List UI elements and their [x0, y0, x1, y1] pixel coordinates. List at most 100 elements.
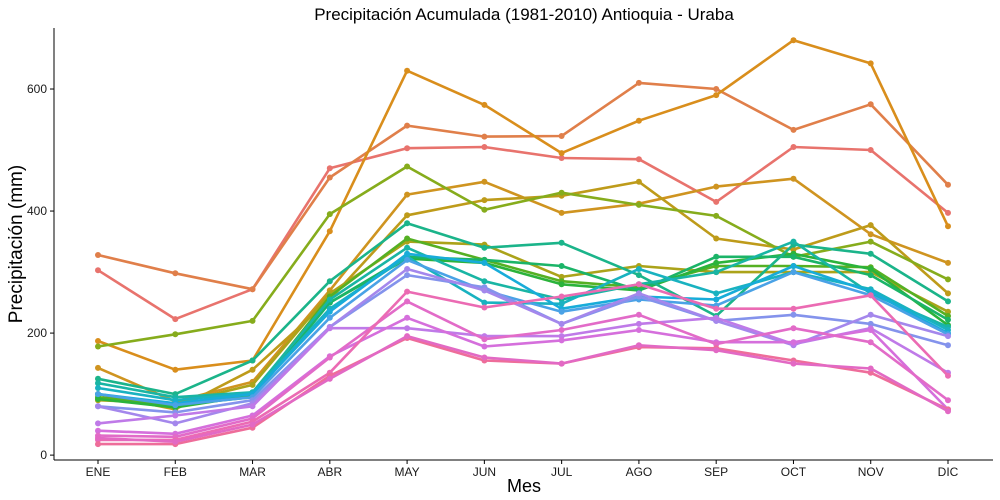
data-point: [558, 320, 565, 327]
y-tick-label: 400: [27, 204, 47, 218]
data-point: [95, 403, 101, 410]
series-group: [95, 37, 951, 448]
data-point: [867, 320, 874, 327]
series-line: [96, 252, 950, 405]
data-point: [404, 266, 411, 272]
data-point: [249, 317, 256, 324]
data-point: [172, 420, 179, 427]
x-tick-label: MAR: [239, 465, 266, 479]
data-point: [95, 441, 101, 448]
data-point: [635, 327, 642, 333]
data-point: [945, 342, 951, 349]
data-point: [790, 269, 797, 276]
data-point: [95, 338, 101, 344]
data-point: [404, 235, 411, 242]
series-20: [95, 298, 951, 440]
data-point: [635, 156, 642, 163]
data-point: [95, 375, 101, 382]
data-point: [172, 412, 179, 419]
data-point: [558, 360, 565, 367]
y-tick-label: 600: [27, 82, 47, 96]
data-point: [558, 308, 565, 315]
data-point: [172, 331, 179, 338]
data-point: [790, 263, 797, 269]
data-point: [558, 327, 565, 333]
data-point: [326, 354, 333, 361]
data-point: [867, 222, 874, 229]
data-point: [172, 438, 179, 445]
data-point: [558, 273, 565, 280]
data-point: [867, 101, 874, 108]
data-point: [790, 126, 797, 133]
x-tick-label: DIC: [938, 465, 959, 479]
series-line: [96, 282, 950, 442]
data-point: [404, 325, 411, 332]
data-point: [95, 396, 101, 402]
data-point: [945, 408, 951, 415]
data-point: [404, 244, 411, 251]
data-point: [558, 209, 565, 216]
data-point: [635, 178, 642, 185]
data-point: [867, 266, 874, 272]
data-point: [249, 421, 256, 428]
data-point: [95, 385, 101, 391]
data-point: [713, 269, 720, 276]
data-point: [558, 263, 565, 269]
x-axis: ENE FEB MAR ABR MAY JUN JUL AGO SEP OCT NOV DIC: [54, 459, 993, 479]
data-point: [404, 67, 411, 74]
x-axis-title: Mes: [507, 476, 541, 496]
data-point: [326, 308, 333, 315]
data-point: [95, 380, 101, 387]
data-point: [481, 133, 488, 140]
data-point: [790, 325, 797, 332]
data-point: [713, 347, 720, 354]
data-point: [326, 314, 333, 321]
data-point: [945, 276, 951, 283]
data-point: [713, 212, 720, 219]
data-point: [867, 292, 874, 299]
data-point: [945, 333, 951, 340]
data-point: [867, 250, 874, 257]
data-point: [558, 333, 565, 340]
data-point: [945, 290, 951, 297]
data-point: [558, 337, 565, 344]
data-point: [404, 256, 411, 263]
data-point: [945, 397, 951, 404]
series-11: [95, 220, 951, 398]
data-point: [558, 293, 565, 300]
y-axis-title: Precipitación (mm): [6, 165, 27, 323]
data-point: [713, 253, 720, 260]
data-point: [404, 145, 411, 152]
data-point: [404, 288, 411, 295]
series-2: [95, 79, 951, 293]
data-point: [95, 252, 101, 258]
x-tick-label: FEB: [164, 465, 187, 479]
data-point: [172, 366, 179, 373]
chart-title: Precipitación Acumulada (1981-2010) Anti…: [314, 5, 734, 24]
data-point: [945, 223, 951, 230]
data-point: [790, 238, 797, 245]
data-point: [249, 286, 256, 293]
data-point: [635, 311, 642, 318]
data-point: [558, 281, 565, 288]
data-point: [945, 298, 951, 305]
data-point: [404, 191, 411, 198]
series-line: [96, 334, 950, 444]
data-point: [249, 366, 256, 373]
y-tick-label: 0: [40, 448, 47, 462]
x-tick-label: AGO: [626, 465, 653, 479]
x-tick-label: ABR: [317, 465, 342, 479]
x-tick-label: SEP: [704, 465, 728, 479]
data-point: [867, 327, 874, 333]
data-point: [481, 197, 488, 204]
data-point: [95, 427, 101, 434]
data-point: [95, 343, 101, 350]
data-point: [326, 165, 333, 172]
data-point: [790, 246, 797, 253]
data-point: [635, 117, 642, 124]
data-point: [558, 189, 565, 196]
data-point: [481, 259, 488, 266]
data-point: [481, 144, 488, 150]
data-point: [481, 278, 488, 285]
